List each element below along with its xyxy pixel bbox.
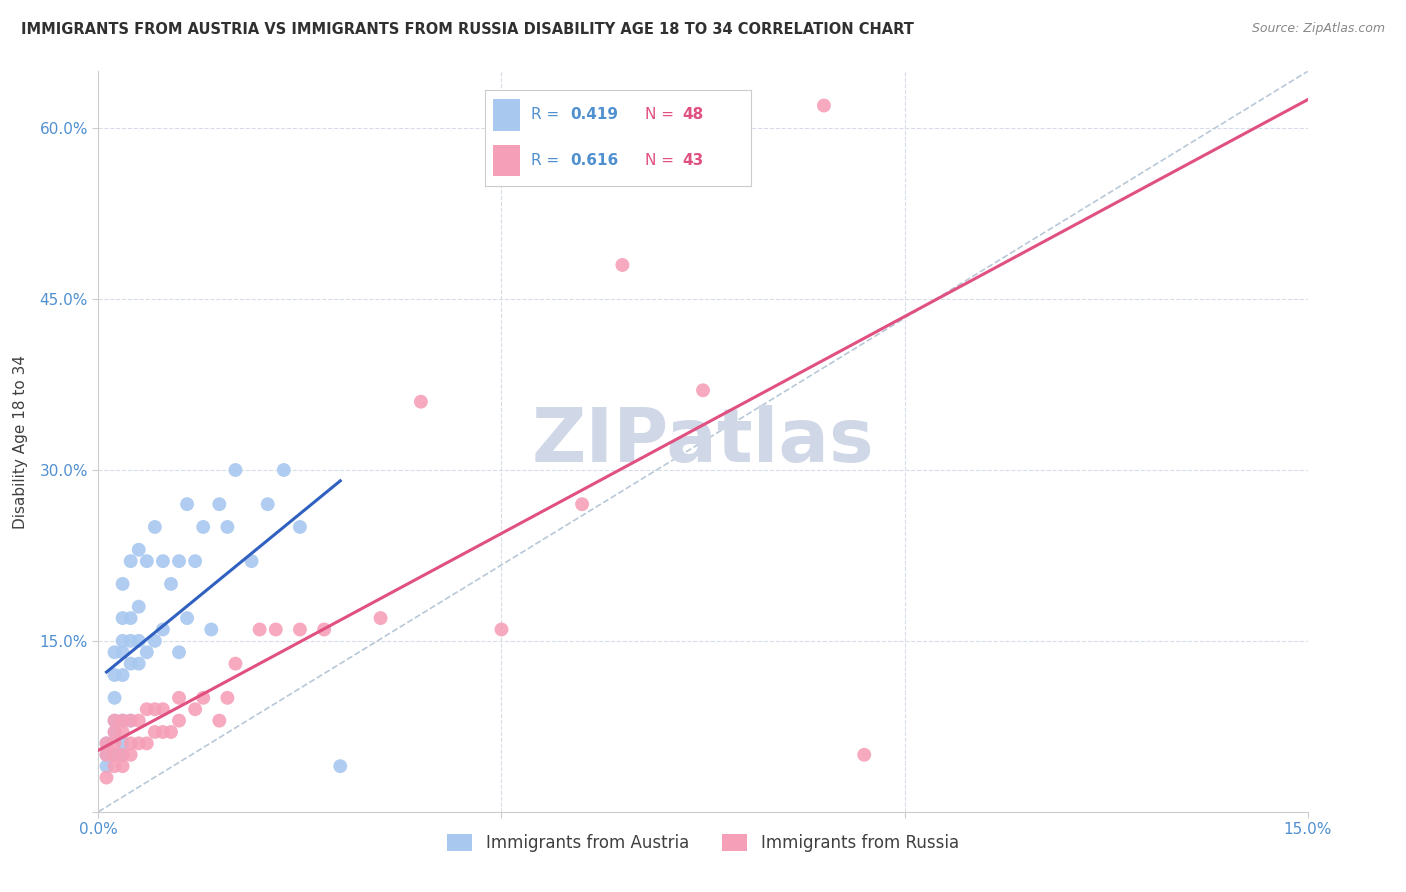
Point	[288, 520, 311, 534]
Point	[111, 611, 134, 625]
Point	[111, 714, 134, 728]
Point	[111, 668, 134, 682]
Point	[135, 702, 157, 716]
Point	[224, 657, 246, 671]
Point	[184, 702, 207, 716]
Point	[128, 714, 150, 728]
Point	[128, 736, 150, 750]
Point	[103, 690, 125, 705]
Point	[103, 668, 125, 682]
Point	[167, 714, 190, 728]
Point	[135, 645, 157, 659]
Point	[571, 497, 593, 511]
Point	[152, 554, 174, 568]
Point	[96, 747, 118, 762]
Point	[103, 714, 125, 728]
Point	[120, 736, 142, 750]
Point	[103, 759, 125, 773]
Point	[111, 577, 134, 591]
Point	[193, 690, 215, 705]
Text: ZIPatlas: ZIPatlas	[531, 405, 875, 478]
Point	[128, 542, 150, 557]
Point	[167, 645, 190, 659]
Point	[152, 623, 174, 637]
Point	[120, 657, 142, 671]
Point	[103, 747, 125, 762]
Point	[184, 554, 207, 568]
Point	[273, 463, 295, 477]
Point	[128, 657, 150, 671]
Point	[120, 554, 142, 568]
Point	[120, 714, 142, 728]
Point	[176, 497, 198, 511]
Point	[96, 736, 118, 750]
Point	[111, 747, 134, 762]
Point	[491, 623, 513, 637]
Point	[256, 497, 278, 511]
Point	[288, 623, 311, 637]
Point	[692, 384, 714, 398]
Point	[111, 633, 134, 648]
Point	[120, 633, 142, 648]
Point	[167, 554, 190, 568]
Point	[103, 725, 125, 739]
Point	[111, 645, 134, 659]
Point	[103, 645, 125, 659]
Point	[143, 633, 166, 648]
Text: Source: ZipAtlas.com: Source: ZipAtlas.com	[1251, 22, 1385, 36]
Point	[217, 690, 239, 705]
Point	[111, 747, 134, 762]
Point	[249, 623, 271, 637]
Point	[176, 611, 198, 625]
Text: IMMIGRANTS FROM AUSTRIA VS IMMIGRANTS FROM RUSSIA DISABILITY AGE 18 TO 34 CORREL: IMMIGRANTS FROM AUSTRIA VS IMMIGRANTS FR…	[21, 22, 914, 37]
Point	[103, 725, 125, 739]
Point	[193, 520, 215, 534]
Point	[152, 725, 174, 739]
Point	[160, 577, 183, 591]
Point	[103, 714, 125, 728]
Point	[224, 463, 246, 477]
Legend: Immigrants from Austria, Immigrants from Russia: Immigrants from Austria, Immigrants from…	[440, 828, 966, 859]
Point	[264, 623, 287, 637]
Point	[167, 690, 190, 705]
Point	[160, 725, 183, 739]
Point	[853, 747, 876, 762]
Point	[813, 98, 835, 112]
Point	[128, 633, 150, 648]
Point	[111, 725, 134, 739]
Point	[152, 702, 174, 716]
Point	[200, 623, 222, 637]
Point	[143, 702, 166, 716]
Point	[409, 394, 432, 409]
Point	[208, 714, 231, 728]
Point	[128, 599, 150, 614]
Point	[143, 725, 166, 739]
Point	[96, 747, 118, 762]
Point	[120, 611, 142, 625]
Point	[135, 736, 157, 750]
Point	[217, 520, 239, 534]
Point	[103, 736, 125, 750]
Y-axis label: Disability Age 18 to 34: Disability Age 18 to 34	[14, 354, 28, 529]
Point	[314, 623, 336, 637]
Point	[111, 714, 134, 728]
Point	[612, 258, 634, 272]
Point	[370, 611, 392, 625]
Point	[111, 759, 134, 773]
Point	[96, 759, 118, 773]
Point	[120, 747, 142, 762]
Point	[120, 714, 142, 728]
Point	[135, 554, 157, 568]
Point	[329, 759, 352, 773]
Point	[96, 736, 118, 750]
Point	[143, 520, 166, 534]
Point	[103, 747, 125, 762]
Point	[111, 736, 134, 750]
Point	[240, 554, 263, 568]
Point	[208, 497, 231, 511]
Point	[96, 771, 118, 785]
